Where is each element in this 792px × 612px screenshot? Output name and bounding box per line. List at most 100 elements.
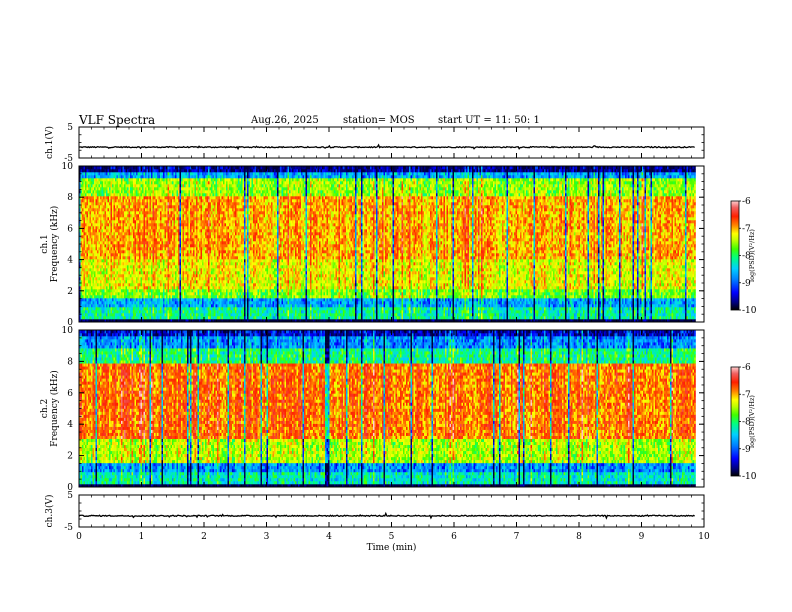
spectrogram-cell — [125, 292, 128, 296]
spectrogram-cell — [110, 262, 113, 266]
spectrogram-cell — [109, 217, 111, 221]
spectrogram-cell — [133, 187, 135, 191]
spectrogram-cell — [89, 259, 92, 263]
spectrogram-cell — [109, 259, 111, 263]
spectrogram-cell — [134, 214, 137, 218]
spectrogram-cell — [113, 205, 116, 209]
spectrogram-cell — [118, 217, 120, 221]
spectrogram-cell — [112, 208, 114, 212]
spectrogram-cell — [97, 208, 99, 212]
spectrogram-cell — [130, 193, 132, 197]
spectrogram-cell — [116, 181, 119, 185]
spectrogram-cell — [116, 211, 119, 215]
spectrogram-cell — [79, 268, 81, 272]
spectrogram-cell — [91, 169, 93, 173]
spectrogram-cell — [94, 244, 96, 248]
spectrogram-cell — [128, 223, 131, 227]
spectrogram-cell — [88, 253, 90, 257]
spectrogram-cell — [107, 172, 110, 176]
spectrogram-cell — [85, 229, 87, 233]
spectrogram-cell — [127, 187, 129, 191]
spectrogram-cell — [131, 262, 134, 266]
spectrogram-cell — [109, 247, 111, 251]
spectrogram-cell — [109, 220, 111, 224]
spectrogram-cell — [80, 301, 83, 305]
spectrogram-cell — [103, 271, 105, 275]
spectrogram-cell — [139, 295, 141, 299]
spectrogram-cell — [127, 223, 129, 227]
spectrogram-cell — [121, 169, 123, 173]
spectrogram-cell — [92, 235, 95, 239]
spectrogram-cell — [109, 199, 111, 203]
spectrogram-cell — [88, 199, 90, 203]
spectrogram-cell — [95, 202, 98, 206]
spectrogram-cell — [131, 229, 134, 233]
spectrogram-cell — [137, 205, 140, 209]
spectrogram-cell — [137, 301, 140, 305]
spectrogram-cell — [98, 256, 101, 260]
spectrogram-cell — [95, 244, 98, 248]
spectrogram-cell — [136, 286, 138, 290]
spectrogram-cell — [136, 253, 138, 257]
spectrogram-cell — [107, 286, 110, 290]
spectrogram-cell — [88, 217, 90, 221]
spectrogram-cell — [100, 292, 102, 296]
spectrogram-cell — [130, 202, 132, 206]
spectrogram-cell — [137, 310, 140, 314]
spectrogram-cell — [92, 307, 95, 311]
spectrogram-cell — [95, 241, 98, 245]
spectrogram-cell — [89, 232, 92, 236]
spectrogram-cell — [115, 316, 117, 320]
spectrogram-cell — [88, 202, 90, 206]
spectrogram-cell — [85, 169, 87, 173]
spectrogram-cell — [113, 277, 116, 281]
spectrogram-cell — [127, 190, 129, 194]
spectrogram-cell — [137, 220, 140, 224]
spectrogram-cell — [116, 235, 119, 239]
spectrogram-cell — [127, 220, 129, 224]
spectrogram-cell — [134, 262, 137, 266]
spectrogram-cell — [116, 280, 119, 284]
spectrogram-cell — [94, 259, 96, 263]
spectrogram-cell — [121, 298, 123, 302]
spectrogram-cell — [115, 235, 117, 239]
spectrogram-cell — [91, 184, 93, 188]
spectrogram-cell — [101, 274, 104, 278]
spectrogram-cell — [127, 244, 129, 248]
spectrogram-cell — [79, 256, 81, 260]
spectrogram-cell — [83, 193, 86, 197]
spectrogram-cell — [92, 169, 95, 173]
spectrogram-cell — [94, 220, 96, 224]
spectrogram-cell — [92, 295, 95, 299]
spectrogram-cell — [128, 247, 131, 251]
spectrogram-cell — [119, 256, 122, 260]
spectrogram-cell — [127, 286, 129, 290]
spectrogram-cell — [82, 286, 84, 290]
spectrogram-cell — [80, 241, 83, 245]
spectrogram-cell — [92, 259, 95, 263]
spectrogram-cell — [98, 226, 101, 230]
spectrogram-cell — [115, 274, 117, 278]
spectrogram-cell — [107, 235, 110, 239]
spectrogram-cell — [98, 265, 101, 269]
spectrogram-cell — [85, 265, 87, 269]
spectrogram-cell — [124, 193, 126, 197]
spectrogram-cell — [116, 232, 119, 236]
spectrogram-cell — [95, 196, 98, 200]
spectrogram-cell — [104, 181, 107, 185]
spectrogram-cell — [116, 313, 119, 317]
spectrogram-cell — [127, 319, 129, 323]
spectrogram-cell — [85, 286, 87, 290]
spectrogram-cell — [137, 238, 140, 242]
spectrogram-cell — [125, 175, 128, 179]
spectrogram-cell — [85, 244, 87, 248]
spectrogram-cell — [136, 295, 138, 299]
spectrogram-cell — [109, 226, 111, 230]
spectrogram-cell — [136, 289, 138, 293]
spectrogram-cell — [92, 301, 95, 305]
spectrogram-cell — [125, 232, 128, 236]
spectrogram-cell — [121, 274, 123, 278]
spectrogram-cell — [136, 292, 138, 296]
spectrogram-cell — [79, 235, 81, 239]
